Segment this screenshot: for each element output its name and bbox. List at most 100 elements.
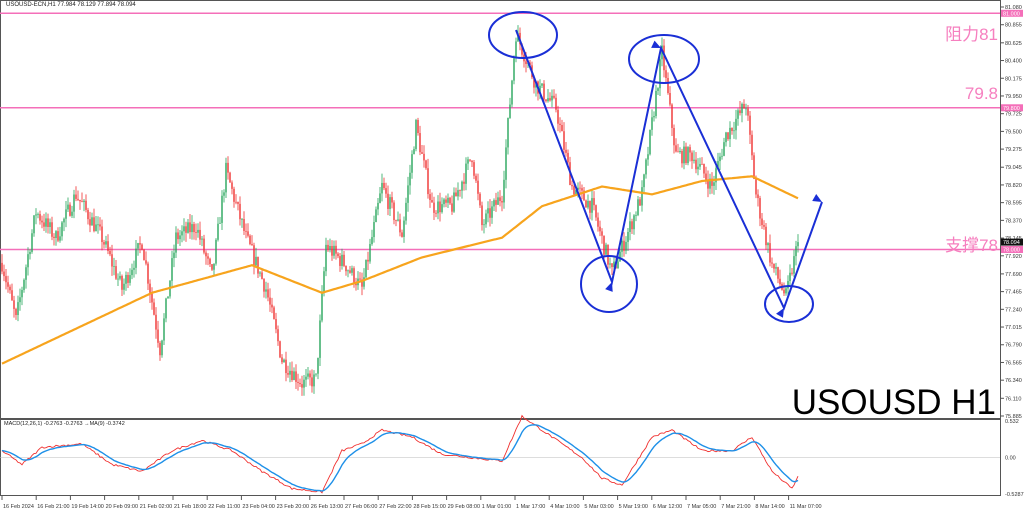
time-tick-label: 27 Feb 22:00 — [379, 504, 411, 510]
current-price-label: 78.094 — [1003, 240, 1020, 246]
candle-body — [131, 269, 133, 276]
candle-body — [9, 286, 11, 291]
candle-body — [361, 279, 363, 287]
candle-body — [259, 272, 261, 274]
candle-body — [783, 289, 785, 294]
candle-body — [425, 160, 427, 169]
arrow-head-icon — [812, 194, 823, 202]
candle-body — [497, 197, 499, 205]
candle-body — [415, 119, 417, 150]
candle-body — [441, 204, 443, 213]
candle-body — [367, 259, 369, 262]
candle-body — [473, 162, 475, 176]
candle-body — [135, 248, 137, 268]
candle-body — [265, 289, 267, 292]
candle-body — [467, 159, 469, 164]
candle-body — [223, 192, 225, 196]
candle-body — [603, 235, 605, 255]
candle-body — [767, 243, 769, 246]
candle-body — [155, 314, 157, 330]
candle-body — [319, 320, 321, 358]
candle-body — [595, 205, 597, 218]
candle-body — [649, 129, 651, 155]
time-tick-label: 1 Mar 01:00 — [482, 504, 511, 510]
candle-body — [433, 202, 435, 213]
price-tick-label: 76.790 — [1005, 343, 1022, 349]
candle-body — [107, 241, 109, 251]
candle-body — [623, 240, 625, 251]
candle-body — [3, 271, 5, 277]
candle-body — [795, 246, 797, 257]
candle-body — [477, 180, 479, 194]
price-tick-label: 79.275 — [1005, 147, 1022, 153]
highlight-circle — [628, 34, 700, 84]
candle-body — [547, 98, 549, 102]
candle-body — [309, 373, 311, 378]
candle-body — [201, 238, 203, 240]
candle-body — [187, 222, 189, 233]
candle-body — [299, 382, 301, 385]
candle-body — [507, 117, 509, 148]
candle-body — [511, 80, 513, 105]
candle-body — [707, 179, 709, 189]
candle-body — [27, 254, 29, 268]
candle-body — [271, 304, 273, 308]
candle-body — [573, 186, 575, 195]
candle-body — [401, 232, 403, 237]
candle-body — [651, 117, 653, 130]
candle-body — [219, 222, 221, 224]
time-tick-label: 7 Mar 05:00 — [687, 504, 716, 510]
candle-body — [685, 146, 687, 164]
candle-body — [643, 174, 645, 188]
candle-body — [581, 188, 583, 191]
candle-body — [405, 202, 407, 221]
candle-body — [749, 115, 751, 135]
candle-body — [591, 198, 593, 213]
candle-body — [363, 277, 365, 287]
candle-body — [773, 263, 775, 269]
candle-body — [189, 222, 191, 233]
candle-body — [153, 302, 155, 315]
candle-body — [113, 266, 115, 267]
candle-body — [417, 119, 419, 134]
candle-body — [421, 152, 423, 154]
candle-body — [463, 181, 465, 184]
candle-body — [653, 116, 655, 118]
candle-body — [295, 371, 297, 382]
macd-tick-label: -0.5287 — [1005, 492, 1024, 498]
candle-body — [407, 185, 409, 203]
candle-body — [57, 231, 59, 241]
candle-body — [443, 199, 445, 205]
candle-body — [513, 58, 515, 81]
support-label: 支撑78 — [945, 236, 998, 255]
candle-body — [757, 194, 759, 199]
candle-body — [647, 154, 649, 160]
candle-body — [255, 256, 257, 266]
candle-body — [645, 159, 647, 175]
candle-body — [355, 283, 357, 286]
candle-body — [95, 224, 97, 232]
candle-body — [289, 370, 291, 375]
candle-body — [563, 131, 565, 150]
candle-body — [491, 206, 493, 218]
candle-body — [673, 127, 675, 146]
candle-body — [727, 132, 729, 140]
candle-body — [213, 263, 215, 270]
candle-body — [481, 205, 483, 226]
time-tick-label: 23 Feb 20:00 — [277, 504, 309, 510]
candle-body — [1, 262, 3, 272]
candle-body — [541, 83, 543, 86]
candle-body — [313, 374, 315, 387]
candle-body — [183, 226, 185, 232]
candle-body — [75, 194, 77, 199]
price-tick-label: 75.885 — [1005, 414, 1022, 420]
candle-body — [327, 244, 329, 250]
candle-body — [779, 278, 781, 285]
candle-body — [31, 233, 33, 252]
candle-body — [743, 103, 745, 109]
candle-body — [129, 275, 131, 283]
candle-body — [571, 185, 573, 187]
candle-body — [761, 218, 763, 226]
candle-body — [483, 224, 485, 226]
candle-body — [621, 240, 623, 252]
